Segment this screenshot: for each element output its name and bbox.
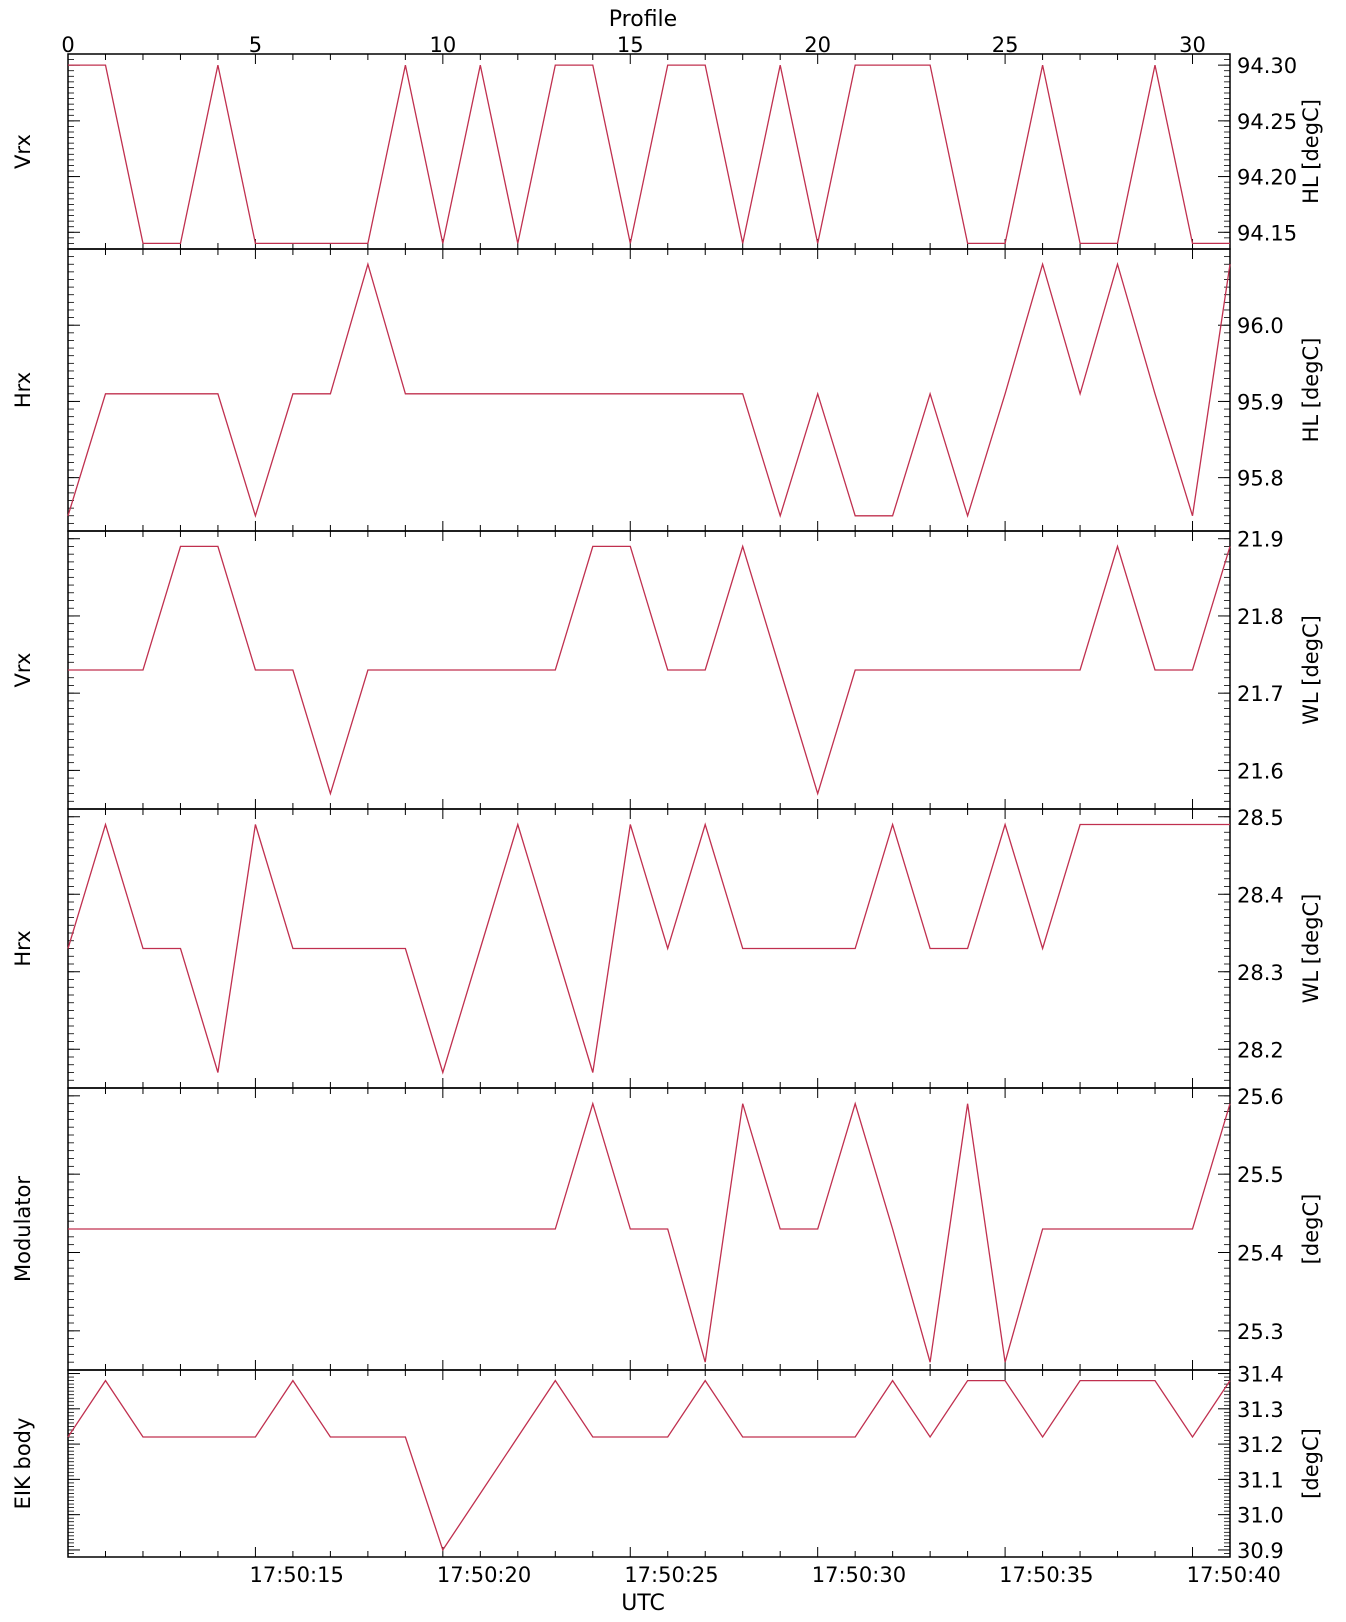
bottom-axis-title: UTC [621,1591,665,1616]
y-tick-label: 28.2 [1237,1038,1284,1062]
bottom-tick-label: 17:50:20 [437,1563,531,1587]
y-tick-label: 31.2 [1237,1433,1284,1457]
top-tick-label: 15 [617,33,644,57]
top-tick-label: 5 [249,33,262,57]
panel-6: 30.9 31.0 31.1 31.2 31.3 31.4 EIK body [degC] [11,1363,1323,1563]
y-tick-label: 25.3 [1237,1320,1284,1344]
top-axis-title: Profile [609,7,677,32]
panel-5: 25.3 25.4 25.5 25.6 Modulator [degC] [11,1085,1323,1371]
y-tick-label: 94.25 [1237,110,1297,134]
panel-left-label: Hrx [11,930,35,966]
y-tick-label: 25.4 [1237,1242,1284,1266]
y-tick-label: 31.4 [1237,1363,1284,1387]
y-tick-label: 94.20 [1237,166,1297,190]
series-line [68,64,1230,245]
top-tick-label: 25 [992,33,1019,57]
y-tick-label: 94.30 [1237,54,1297,78]
series-line [67,822,1230,1075]
series-line [67,1379,1231,1552]
bottom-tick-label: 17:50:40 [1187,1563,1281,1587]
top-tick-label: 0 [61,33,74,57]
y-tick-label: 31.0 [1237,1504,1284,1528]
panel-y-axis-label: HL [degC] [1299,338,1323,443]
panel-2: 95.8 95.9 96.0 Hrx HL [degC] [11,248,1323,532]
bottom-utc-axis: 17:50:15 17:50:20 17:50:25 17:50:30 17:50:35… [249,1563,1280,1587]
panel-left-label: Vrx [11,653,35,688]
panel-frame [67,248,1231,532]
y-tick-label: 21.6 [1237,759,1284,783]
panel-y-axis-label: HL [degC] [1299,99,1323,204]
panel-frame [67,1369,1231,1558]
top-tick-label: 30 [1179,33,1206,57]
y-tick-label: 21.8 [1237,605,1284,629]
panel-y-axis-label: WL [degC] [1299,615,1323,725]
bottom-tick-label: 17:50:30 [812,1563,906,1587]
chart-panels: 94.15 94.20 94.25 94.30 Vrx HL [degC] 95.8 95.9… [11,53,1323,1563]
y-tick-label: 28.5 [1237,806,1284,830]
panel-y-axis-label: [degC] [1299,1194,1323,1265]
y-tick-label: 25.6 [1237,1085,1284,1109]
panel-left-label: EIK body [11,1418,35,1510]
y-tick-label: 31.1 [1237,1468,1284,1492]
panel-y-axis-label: [degC] [1299,1428,1323,1499]
panel-3: 21.6 21.7 21.8 21.9 Vrx WL [degC] [11,528,1323,810]
series-line [67,261,1231,519]
panel-1: 94.15 94.20 94.25 94.30 Vrx HL [degC] [11,53,1323,250]
y-tick-label: 28.3 [1237,961,1284,985]
y-tick-label: 28.4 [1237,883,1284,907]
series-line [68,1101,1231,1363]
panel-left-label: Hrx [11,372,35,408]
series-line [68,544,1231,796]
bottom-tick-label: 17:50:25 [624,1563,718,1587]
y-tick-label: 25.5 [1237,1163,1284,1187]
y-tick-label: 31.3 [1237,1398,1284,1422]
panel-y-axis-label: WL [degC] [1299,894,1323,1004]
y-tick-label: 96.0 [1237,314,1284,338]
panel-4: 28.2 28.3 28.4 28.5 Hrx WL [degC] [11,806,1323,1089]
panel-left-label: Modulator [11,1176,35,1282]
top-tick-label: 10 [429,33,456,57]
panel-frame [67,808,1231,1089]
y-tick-label: 30.9 [1237,1539,1284,1563]
y-tick-label: 95.8 [1237,467,1284,491]
y-tick-label: 95.9 [1237,390,1284,414]
bottom-tick-label: 17:50:15 [249,1563,343,1587]
y-tick-label: 21.9 [1237,528,1284,552]
top-profile-axis: 0 5 10 15 20 25 30 [61,33,1206,57]
top-tick-label: 20 [804,33,831,57]
panel-left-label: Vrx [11,134,35,169]
y-tick-label: 21.7 [1237,682,1284,706]
y-tick-label: 94.15 [1237,221,1297,245]
bottom-tick-label: 17:50:35 [999,1563,1093,1587]
